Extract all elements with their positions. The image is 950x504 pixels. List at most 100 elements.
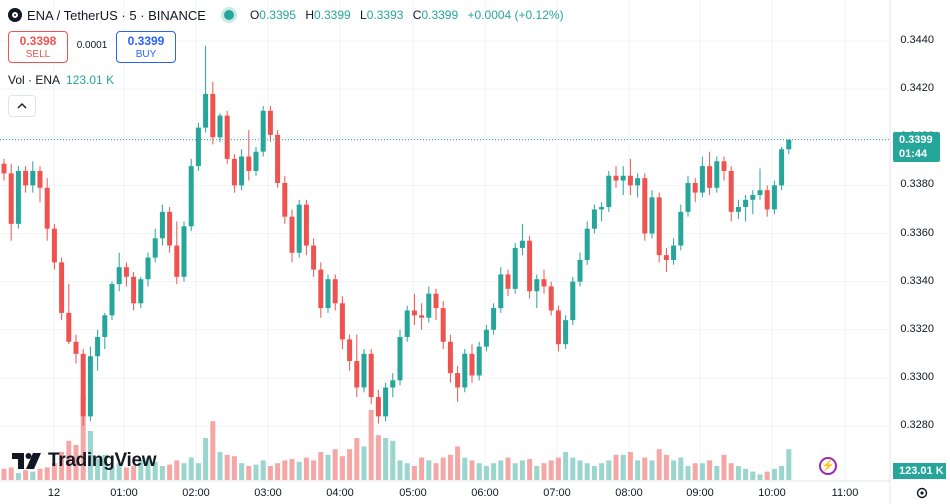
volume-bar [30, 471, 36, 480]
volume-bar [44, 467, 50, 480]
candle-body [584, 228, 590, 260]
candle-body [375, 397, 381, 417]
candle-body [260, 110, 266, 152]
volume-bar [239, 463, 245, 480]
volume-bar [303, 457, 309, 480]
volume-bar [267, 466, 273, 480]
buy-button[interactable]: 0.3399 BUY [116, 31, 176, 63]
candle-body [570, 281, 576, 321]
time-tick-label: 04:00 [326, 487, 354, 499]
symbol-title[interactable]: ENA / TetherUS · 5 · BINANCE [27, 7, 206, 23]
candle-body [620, 175, 626, 181]
time-tick-label: 03:00 [254, 487, 282, 499]
candle-countdown: 01:44 [899, 148, 928, 160]
candle-body [275, 134, 281, 183]
low-value: 0.3393 [366, 8, 404, 22]
volume-bar [246, 466, 252, 480]
volume-bar [289, 459, 295, 480]
candle-body [23, 170, 29, 186]
volume-bar [318, 452, 324, 480]
candle-body [102, 315, 108, 337]
volume-bar [469, 460, 475, 480]
price-tick-label: 0.3380 [900, 178, 934, 191]
candle-body [224, 115, 230, 159]
volume-bar [411, 466, 417, 480]
candle-body [678, 211, 684, 246]
candle-body [138, 279, 144, 304]
candle-body [527, 240, 533, 292]
candle-body [613, 175, 619, 181]
buy-label: BUY [135, 49, 157, 60]
candle-body [563, 320, 569, 345]
volume-bar [649, 460, 655, 480]
volume-bar [116, 463, 122, 480]
candle-body [512, 247, 518, 289]
candle-body [37, 170, 43, 188]
lightning-icon[interactable]: ⚡ [819, 457, 837, 475]
candle-body [73, 341, 79, 354]
candle-body [714, 161, 720, 188]
candle-body [404, 310, 410, 337]
volume-bar [433, 463, 439, 480]
candle-body [447, 341, 453, 374]
ethena-logo-icon [8, 8, 22, 22]
volume-bar [527, 459, 533, 480]
volume-bar [786, 449, 792, 480]
volume-bar [282, 460, 288, 480]
volume-bar [109, 466, 115, 480]
candle-body [174, 245, 180, 277]
candle-body [15, 170, 21, 224]
brand-name: TradingView [48, 450, 157, 471]
volume-legend: Vol · ENA 123.01 K [8, 73, 114, 87]
candle-body [656, 197, 662, 256]
sell-price: 0.3398 [19, 34, 57, 48]
volume-bar [23, 470, 29, 480]
volume-bar [311, 460, 317, 480]
candle-body [699, 166, 705, 193]
volume-label: Vol · ENA [8, 73, 61, 87]
volume-bar [131, 466, 137, 480]
candle-body [534, 279, 540, 292]
collapse-legend-button[interactable] [8, 95, 36, 117]
volume-bar [447, 454, 453, 480]
candle-body [764, 190, 770, 210]
candle-body [59, 262, 65, 313]
volume-bar [671, 460, 677, 480]
candle-body [44, 187, 50, 229]
sell-button[interactable]: 0.3398 SELL [8, 31, 68, 63]
time-tick-label: 10:00 [758, 487, 786, 499]
candle-body [267, 110, 273, 135]
volume-bar [174, 460, 180, 480]
volume-bar [203, 438, 209, 480]
volume-bar [685, 466, 691, 480]
candle-body [635, 178, 641, 186]
open-value: 0.3395 [259, 8, 296, 22]
volume-bar [743, 468, 749, 480]
volume-bar [159, 466, 165, 480]
time-tick-label: 02:00 [182, 487, 210, 499]
candle-body [397, 336, 403, 381]
candle-body [735, 207, 741, 212]
candle-body [419, 315, 425, 318]
volume-bar [635, 460, 641, 480]
candle-body [426, 293, 432, 318]
volume-bar [404, 463, 410, 480]
volume-bar [663, 454, 669, 480]
volume-bar [37, 468, 43, 480]
volume-bar [728, 463, 734, 480]
time-tick-label: 11:00 [831, 487, 859, 499]
candle-body [491, 308, 497, 330]
volume-bar [332, 449, 338, 480]
volume-bar [735, 466, 741, 480]
settings-gear-icon[interactable] [915, 486, 929, 500]
candle-body [289, 216, 295, 253]
volume-bar [548, 460, 554, 480]
candle-body [721, 161, 727, 171]
volume-bar [51, 463, 57, 480]
volume-bar [325, 454, 331, 480]
chart-grid [0, 0, 890, 481]
volume-bar [73, 445, 79, 480]
candle-body [469, 353, 475, 376]
tradingview-logo[interactable]: TradingView [12, 450, 157, 472]
